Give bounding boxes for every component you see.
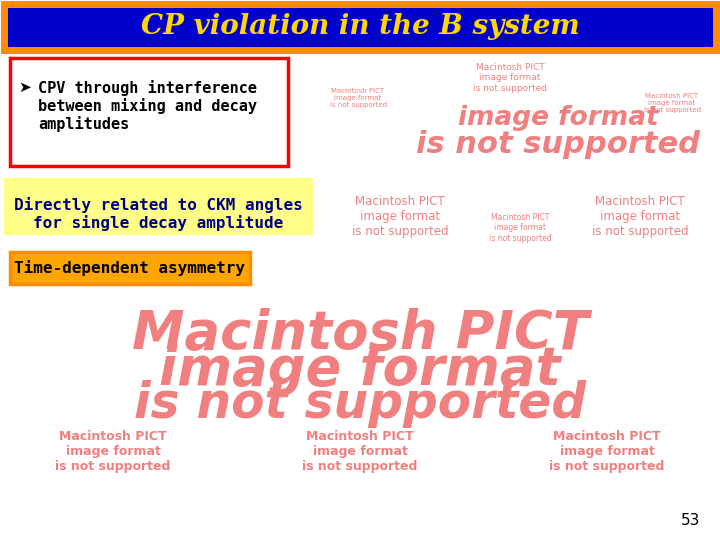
Text: Macintosh PICT
image format
is not supported: Macintosh PICT image format is not suppo… [302, 430, 418, 473]
Text: Directly related to CKM angles: Directly related to CKM angles [14, 197, 302, 213]
Text: Macintosh PICT
image format
is not supported: Macintosh PICT image format is not suppo… [489, 213, 552, 243]
Text: is not supported: is not supported [134, 380, 586, 428]
Text: Macintosh PICT
image format
is not supported: Macintosh PICT image format is not suppo… [549, 430, 665, 473]
Text: Macintosh PICT
image format
is not supported: Macintosh PICT image format is not suppo… [55, 430, 171, 473]
FancyBboxPatch shape [4, 178, 312, 234]
Text: for single decay amplitude: for single decay amplitude [33, 215, 283, 231]
Text: CPV through interference: CPV through interference [38, 80, 257, 96]
Text: ➤: ➤ [18, 80, 31, 95]
Text: Macintosh PICT: Macintosh PICT [132, 308, 588, 360]
Text: Time-dependent asymmetry: Time-dependent asymmetry [14, 260, 246, 276]
Text: is not supported: is not supported [416, 130, 700, 159]
Text: image format: image format [458, 105, 658, 131]
Text: amplitudes: amplitudes [38, 116, 130, 132]
Text: Macintosh PICT
image format
is not supported: Macintosh PICT image format is not suppo… [592, 195, 688, 238]
Text: 53: 53 [680, 513, 700, 528]
FancyBboxPatch shape [10, 58, 288, 166]
Text: Macintosh PICT
image format
is not supported: Macintosh PICT image format is not suppo… [473, 63, 547, 93]
FancyBboxPatch shape [10, 252, 250, 284]
Text: CP violation in the B system: CP violation in the B system [140, 14, 580, 40]
Text: between mixing and decay: between mixing and decay [38, 98, 257, 114]
FancyBboxPatch shape [4, 4, 716, 50]
Text: Macintosh PICT
image format
is not supported: Macintosh PICT image format is not suppo… [330, 88, 387, 108]
Text: Macintosh PICT
image format
is not supported: Macintosh PICT image format is not suppo… [644, 93, 701, 113]
Text: Macintosh PICT
image format
is not supported: Macintosh PICT image format is not suppo… [351, 195, 449, 238]
Text: image format: image format [159, 344, 561, 396]
